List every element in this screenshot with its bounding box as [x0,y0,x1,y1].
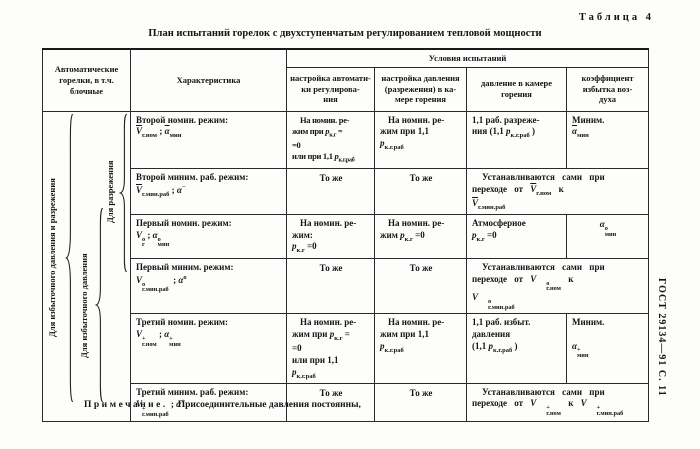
cell-r2-pressure-setting: То же [374,167,467,216]
header-auto-setting: настройка автомати-ки регулирова-ния [286,66,375,112]
page-title: План испытаний горелок с двухступенчатым… [148,28,542,39]
header-row-sub: настройка автомати-ки регулирова-ния нас… [43,66,650,112]
cell-r1-auto-setting: На номин. ре-жим при pк.г = =0 или при 1,1… [286,110,375,169]
cell-r6-characteristic: Третий миним. раб. режим: V + г.мин.раб ; α… [130,382,287,422]
group-label-excess-pressure: Для избыточного давления [79,253,89,358]
group-label-vacuum: Для разрежения [105,160,115,223]
footnote-text: Присоединительные давления постоянны, [177,400,361,410]
cell-r3-auto-setting: На номин. ре-жим: pк.г =0 [286,214,375,259]
group-brace-icon [95,208,104,402]
table-number-label: Таблица 4 [578,12,654,23]
burner-groups-cell: Для избыточного давления и разрежения Дл… [42,110,131,422]
gost-side-label: ГОСТ 29134—91 С. 11 [656,278,667,397]
header-burners: Автоматические горелки, в т.ч. блочные [42,48,131,112]
burner-groups: Для избыточного давления и разрежения Дл… [43,112,130,404]
footnote-label: Примечание. [84,400,168,410]
test-plan-table: Автоматические горелки, в т.ч. блочные Хар… [42,48,650,422]
table-row: Второй миним. раб. режим: Vг.мин.раб ; α−… [43,167,650,216]
cell-r6-pressure-setting: То же [374,382,467,422]
cell-r3-pressure-setting: На номин. ре-жим pк.г =0 [374,214,467,259]
cell-r3-chamber-pressure: Атмосферное pк.г =0 [466,214,567,259]
cell-r5-auto-setting: На номин. ре-жим при pк.г = =0 или при 1,1… [286,313,375,384]
cell-r5-chamber-pressure: 1,1 раб. избыт. давления (1,1 pк.г.раб ) [466,313,567,384]
cell-r1-chamber-pressure: 1,1 раб. разреже-ния (1,1 pк.г.раб ) [466,110,567,169]
table-row: Для избыточного давления и разрежения Дл… [42,110,650,422]
header-pressure-setting: настройка давления (разрежения) в ка-мере… [374,66,467,112]
cell-r2-auto-setting: То же [286,167,375,216]
table-row: Третий номин. режим: V + г.ном ; α + мин На н… [43,313,650,384]
group-brace-icon [65,114,74,402]
cell-r5-pressure-setting: На номин. ре-жим при 1,1 pк.г.раб [374,313,467,384]
group-brace-icon [119,114,128,272]
cell-r1-characteristic: Второй номин. режим: Vг.ном ; αмин [130,110,287,169]
header-chamber-pressure: давление в камере горения [466,66,567,112]
cell-r2-merged-note: Устанавливаются сами при переходе от Vг.н… [465,167,650,216]
group-label-excess-and-vacuum: Для избыточного давления и разрежения [47,178,57,337]
header-characteristic: Характеристика [130,48,287,112]
header-row-top: Автоматические горелки, в т.ч. блочные Хар… [42,48,650,112]
cell-r5-characteristic: Третий номин. режим: V + г.ном ; α + мин [130,313,287,384]
table-row: Третий миним. раб. режим: V + г.мин.раб ; α… [43,382,650,422]
cell-r4-auto-setting: То же [286,257,375,315]
cell-r3-excess-air: α о мин [565,214,650,259]
cell-r1-pressure-setting: На номин. ре-жим при 1,1 pк.г.раб [374,110,467,169]
cell-r1-excess-air: Миним. αмин [565,110,650,169]
cell-r4-pressure-setting: То же [374,257,467,315]
cell-r5-excess-air: Миним. α + мин [565,313,650,384]
header-conditions: Условия испытаний [285,48,650,68]
cell-r6-merged-note: Устанавливаются сами при переходе от V + г.… [465,382,650,422]
header-excess-air: коэффициент избытка воз-духа [565,66,650,112]
footnote: Примечание. Присоединительные давления по… [84,400,361,410]
cell-r6-auto-setting: То же [286,382,375,422]
cell-r2-characteristic: Второй миним. раб. режим: Vг.мин.раб ; α− [130,167,287,216]
